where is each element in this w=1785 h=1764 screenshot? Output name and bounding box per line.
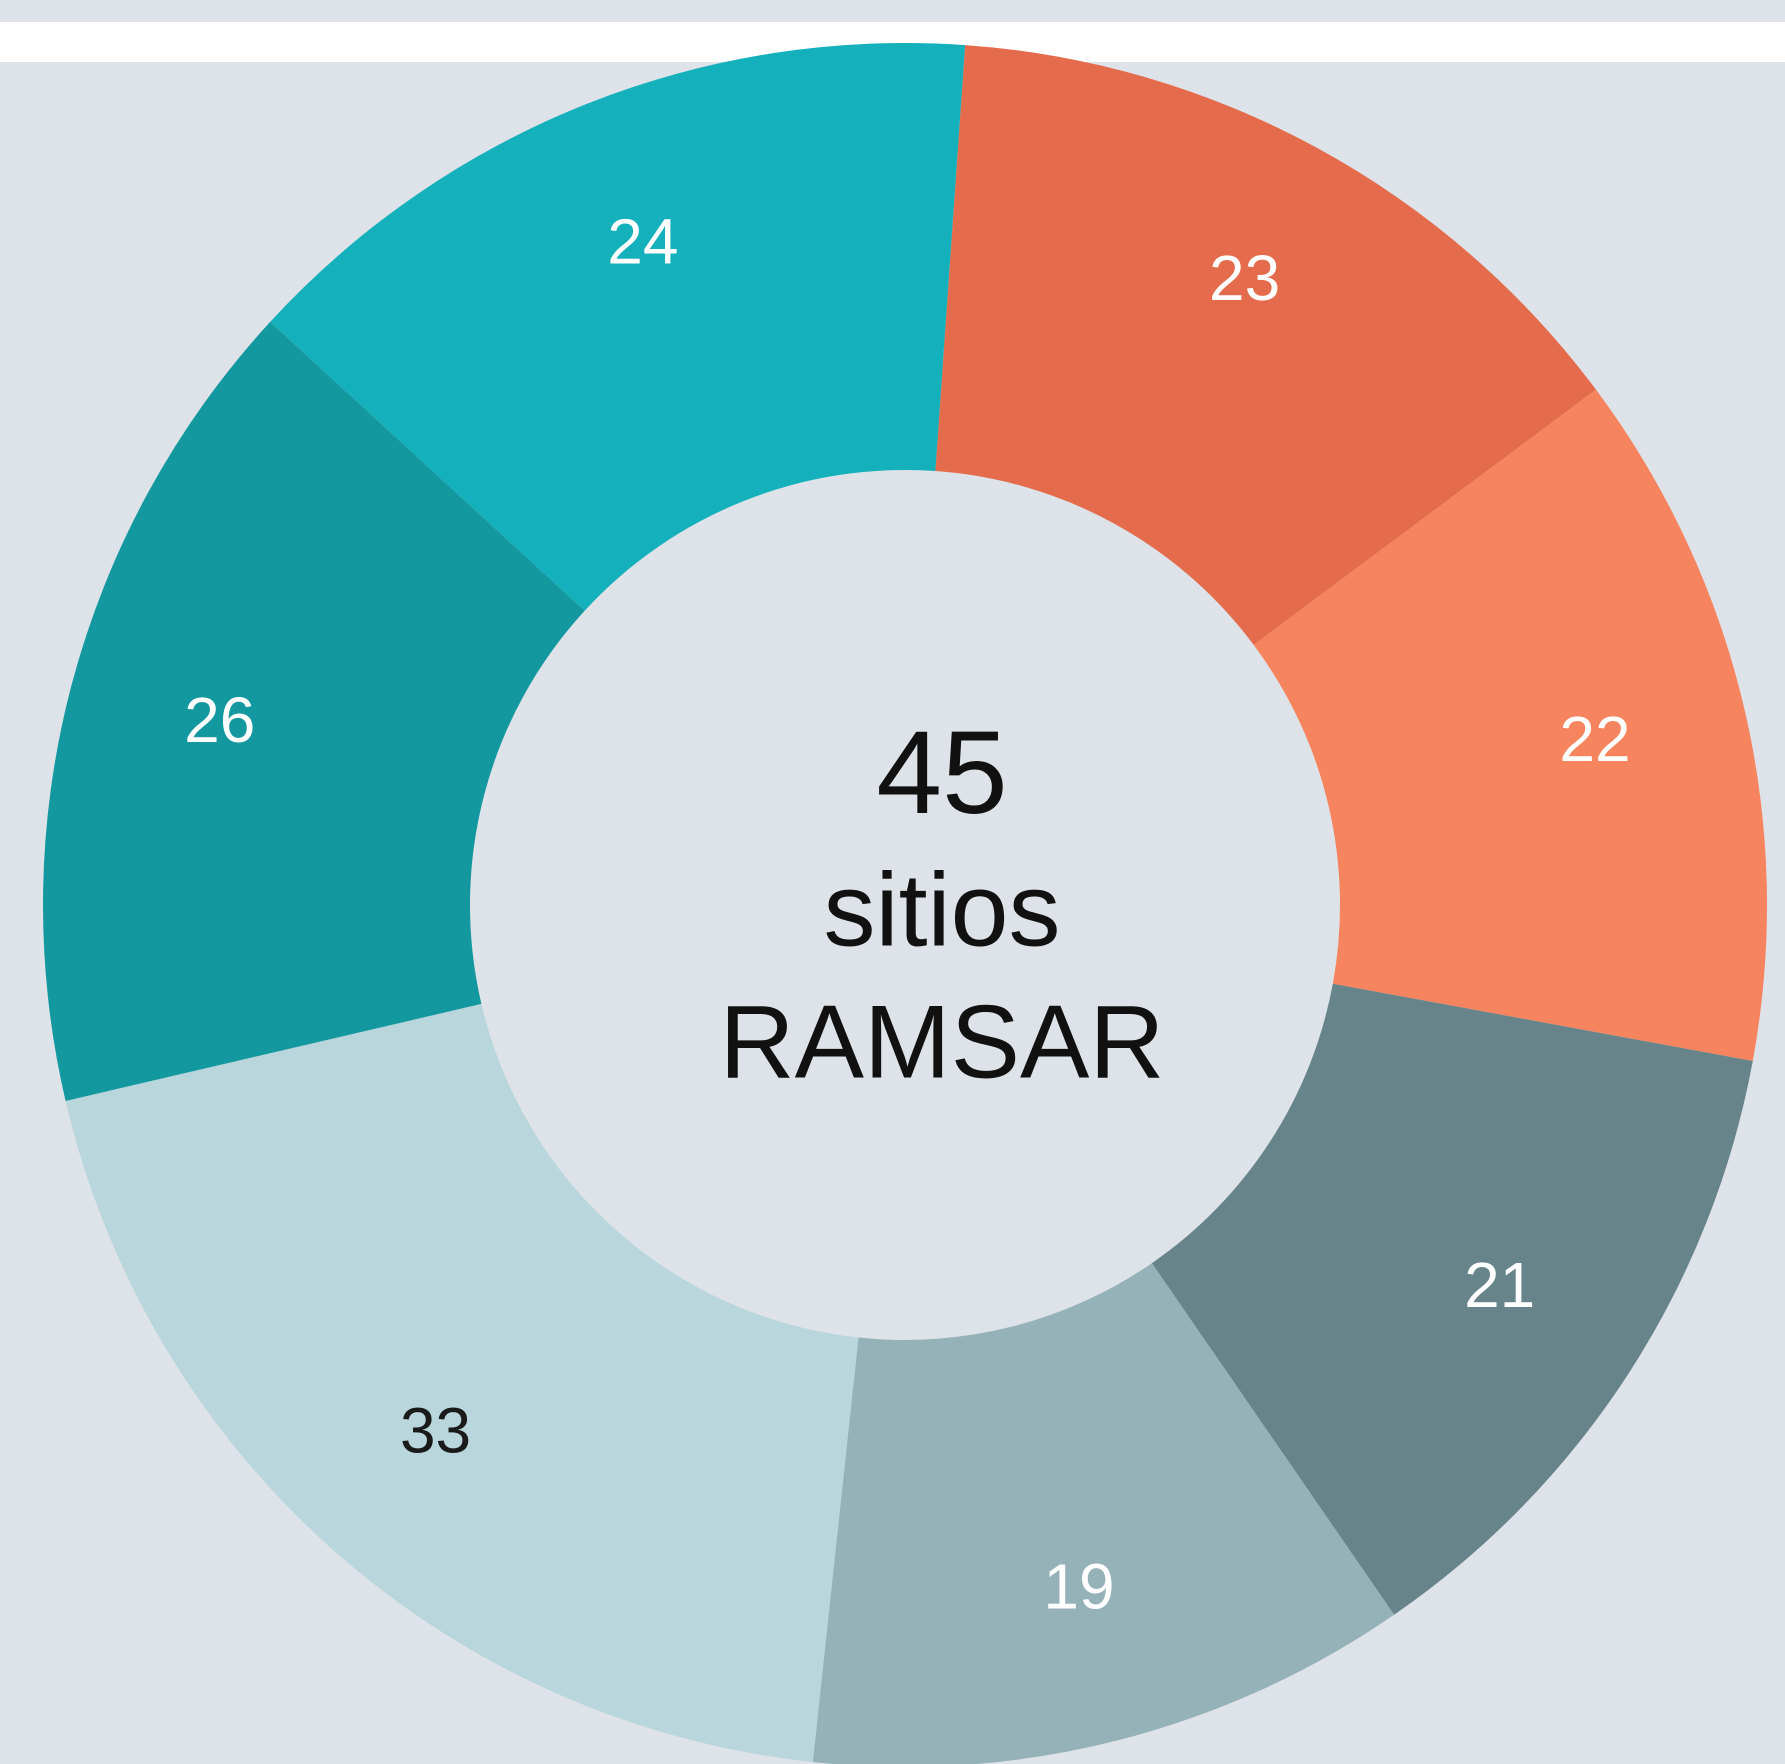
data-label: 19	[1043, 1551, 1114, 1623]
data-label: 24	[607, 206, 678, 278]
donut-slice	[270, 42, 966, 611]
center-value: 45	[876, 707, 1007, 839]
center-line: sitios	[824, 852, 1061, 968]
center-line: RAMSAR	[720, 984, 1165, 1100]
data-label: 33	[400, 1395, 471, 1467]
donut-slice	[812, 1263, 1395, 1764]
donut-slice	[43, 321, 585, 1102]
data-label: 26	[184, 684, 255, 756]
donut-slice	[1151, 983, 1753, 1615]
donut-slice	[1253, 389, 1767, 1062]
data-label: 21	[1464, 1249, 1535, 1321]
donut-slice	[65, 1003, 859, 1763]
data-label: 23	[1209, 242, 1280, 314]
donut-slice	[935, 45, 1597, 645]
donut	[43, 42, 1767, 1764]
data-label: 22	[1559, 703, 1630, 775]
